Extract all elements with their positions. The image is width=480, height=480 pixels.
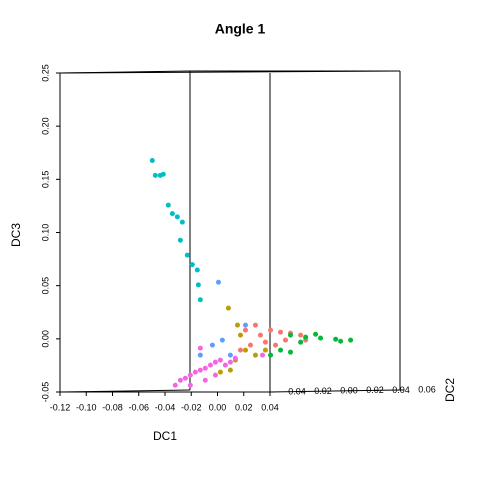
y-tick-label: -0.05 [40,382,50,403]
x-tick-label: -0.06 [128,402,149,412]
point [273,342,279,348]
point [237,332,243,338]
point [192,369,198,375]
box-edge [59,389,191,393]
box-edge [59,70,191,74]
point [262,339,268,345]
point [207,362,213,368]
point [212,359,218,365]
point [197,297,203,303]
y-tick-label: 0.20 [40,117,50,135]
point [202,365,208,371]
point [298,332,304,338]
point [194,267,200,273]
point [225,305,231,311]
point [165,202,171,208]
point [242,327,248,333]
y-tick-label: 0.25 [40,64,50,82]
point [242,322,248,328]
point [252,322,258,328]
chart-title: Angle 1 [215,21,266,37]
point [212,372,218,378]
point [227,359,233,365]
point [179,219,185,225]
point [333,336,339,342]
y-tick-label: 0.00 [40,330,50,348]
y-axis-label: DC3 [9,223,23,247]
z-axis-label: DC2 [443,378,457,402]
point [160,171,166,177]
point [268,352,274,358]
x-tick-label: -0.04 [155,402,176,412]
point [338,338,344,344]
point [169,211,175,217]
point [172,382,178,388]
x-tick-label: 0.02 [235,402,253,412]
box-edge [269,389,401,393]
point [189,262,195,268]
point [257,332,263,338]
point [184,252,190,258]
point [318,335,324,341]
point [313,331,319,337]
point [187,382,193,388]
x-tick-label: -0.08 [102,402,123,412]
point [260,352,266,358]
point [177,377,183,383]
y-tick-label: 0.15 [40,171,50,189]
point [298,339,304,345]
point [197,352,203,358]
point [227,367,233,373]
point [174,214,180,220]
point [209,342,215,348]
point [195,282,201,288]
x-axis-label: DC1 [153,429,177,443]
point [262,347,268,353]
point [232,355,238,361]
x-tick-label: 0.04 [261,402,279,412]
point [278,347,284,353]
point [149,157,155,163]
point [288,332,293,338]
x-tick-label: 0.00 [209,402,227,412]
point [278,329,284,335]
point [268,327,274,333]
point [177,237,183,243]
x-tick-label: -0.12 [50,402,71,412]
point [215,279,221,285]
point [234,322,240,328]
point [227,352,233,358]
point [197,345,203,351]
point [219,337,225,343]
point [222,362,228,368]
x-tick-label: -0.02 [181,402,202,412]
point [187,372,193,378]
point [242,347,248,353]
y-tick-label: 0.05 [40,277,50,295]
point [252,352,258,358]
point [197,367,203,373]
point [288,349,293,355]
point [303,334,309,340]
point [217,357,223,363]
point [152,172,158,178]
x-tick-label: -0.10 [76,402,97,412]
point [247,342,253,348]
point [182,375,188,381]
point [237,347,243,353]
point [283,337,289,343]
y-tick-label: 0.10 [40,224,50,242]
point [202,377,208,383]
point [217,369,223,375]
z-tick-label: 0.06 [418,384,436,394]
point [348,337,354,343]
